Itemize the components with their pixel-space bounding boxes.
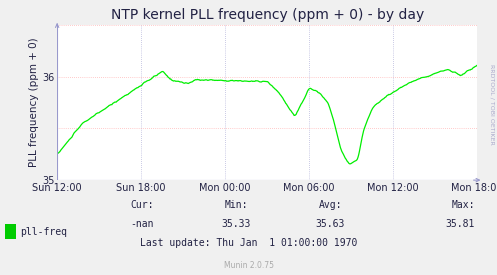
Title: NTP kernel PLL frequency (ppm + 0) - by day: NTP kernel PLL frequency (ppm + 0) - by … [110,8,424,22]
Text: Min:: Min: [224,200,248,210]
Text: Last update: Thu Jan  1 01:00:00 1970: Last update: Thu Jan 1 01:00:00 1970 [140,238,357,248]
Text: RRDTOOL / TOBI OETIKER: RRDTOOL / TOBI OETIKER [490,64,495,145]
Text: 35.63: 35.63 [316,219,345,229]
Text: Avg:: Avg: [319,200,342,210]
Text: pll-freq: pll-freq [20,227,67,237]
Text: Cur:: Cur: [130,200,154,210]
Text: 35.81: 35.81 [445,219,475,229]
Y-axis label: PLL frequency (ppm + 0): PLL frequency (ppm + 0) [29,38,39,167]
Text: -nan: -nan [130,219,154,229]
Text: 35.33: 35.33 [221,219,251,229]
Text: Max:: Max: [451,200,475,210]
Text: Munin 2.0.75: Munin 2.0.75 [224,261,273,270]
